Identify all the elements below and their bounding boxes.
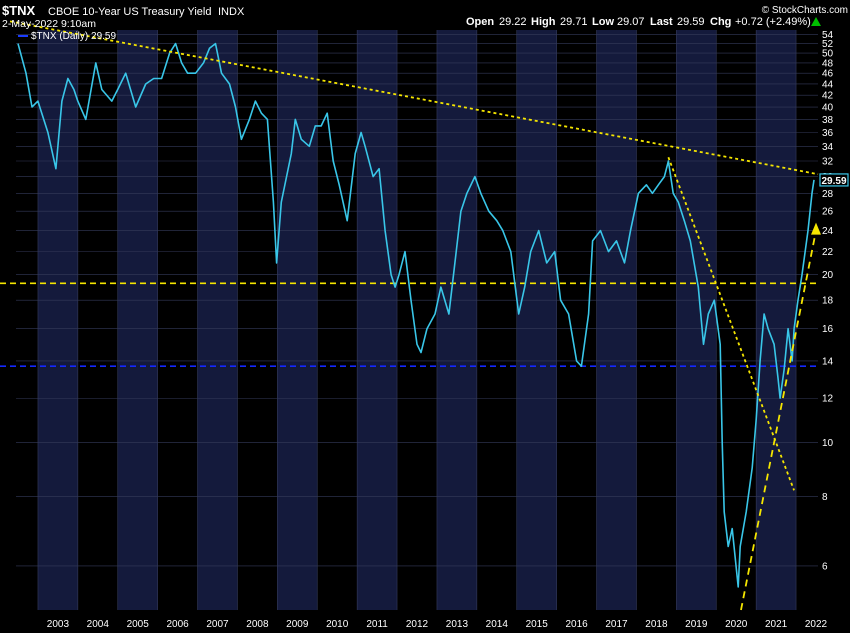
last-value: 29.59 (677, 16, 705, 28)
exchange: INDX (218, 6, 245, 18)
y-tick-label: 8 (822, 492, 828, 503)
x-tick-label: 2005 (127, 619, 150, 630)
year-band (436, 30, 477, 610)
symbol: $TNX (2, 3, 36, 18)
trend-line (9, 20, 819, 176)
y-tick-label: 34 (822, 142, 834, 153)
x-tick-label: 2010 (326, 619, 349, 630)
y-tick-label: 10 (822, 438, 834, 449)
price-line (17, 42, 815, 588)
year-band (516, 30, 557, 610)
x-tick-label: 2003 (47, 619, 70, 630)
year-band (117, 30, 158, 610)
y-tick-label: 22 (822, 247, 834, 258)
open-label: Open (466, 16, 494, 28)
year-band (676, 30, 717, 610)
y-tick-label: 36 (822, 128, 834, 139)
trend-line (667, 156, 795, 491)
x-tick-label: 2021 (765, 619, 788, 630)
change-up-arrow-icon (811, 17, 821, 26)
y-tick-label: 32 (822, 157, 834, 168)
y-tick-label: 6 (822, 561, 828, 572)
date-time: 2-May-2022 9:10am (2, 18, 96, 30)
y-tick-label: 12 (822, 394, 834, 405)
year-band (37, 30, 78, 610)
high-label: High (531, 16, 556, 28)
x-tick-label: 2006 (166, 619, 189, 630)
chg-label: Chg (710, 16, 731, 28)
low-label: Low (592, 16, 614, 28)
x-tick-label: 2018 (645, 619, 668, 630)
watermark: © StockCharts.com (762, 5, 848, 16)
legend-label: $TNX (Daily) 29.59 (31, 31, 116, 42)
year-band (756, 30, 797, 610)
open-value: 29.22 (499, 16, 527, 28)
high-value: 29.71 (560, 16, 588, 28)
y-tick-label: 46 (822, 69, 834, 80)
x-tick-label: 2017 (605, 619, 628, 630)
y-tick-label: 38 (822, 115, 834, 126)
y-tick-label: 16 (822, 324, 834, 335)
trend-line (740, 230, 817, 611)
x-tick-label: 2015 (526, 619, 549, 630)
chg-value: +0.72 (+2.49%) (735, 16, 811, 28)
y-tick-label: 48 (822, 58, 834, 69)
y-tick-label: 18 (822, 296, 834, 307)
symbol-name: CBOE 10-Year US Treasury Yield (48, 6, 211, 18)
y-tick-label: 54 (822, 30, 834, 41)
x-tick-label: 2022 (805, 619, 828, 630)
x-tick-label: 2008 (246, 619, 269, 630)
x-tick-label: 2012 (406, 619, 429, 630)
low-value: 29.07 (617, 16, 645, 28)
trend-arrowhead (811, 222, 822, 235)
y-tick-label: 24 (822, 226, 834, 237)
last-label: Last (650, 16, 673, 28)
x-tick-label: 2009 (286, 619, 309, 630)
y-tick-label: 26 (822, 207, 834, 218)
y-tick-label: 44 (822, 79, 834, 90)
x-tick-label: 2016 (565, 619, 588, 630)
year-band (277, 30, 318, 610)
y-tick-label: 14 (822, 356, 834, 367)
x-tick-label: 2004 (87, 619, 110, 630)
x-tick-label: 2013 (446, 619, 469, 630)
x-tick-label: 2019 (685, 619, 708, 630)
x-tick-label: 2020 (725, 619, 748, 630)
y-tick-label: 50 (822, 49, 834, 60)
last-value-label: 29.59 (821, 176, 846, 187)
y-tick-label: 28 (822, 189, 834, 200)
year-band (197, 30, 238, 610)
year-band (596, 30, 637, 610)
x-tick-label: 2007 (206, 619, 229, 630)
x-tick-label: 2011 (366, 619, 388, 630)
last-value-box (819, 173, 849, 187)
x-tick-label: 2014 (486, 619, 509, 630)
y-tick-label: 40 (822, 103, 834, 114)
y-tick-label: 52 (822, 39, 834, 50)
ohlc-readout: Open 29.22 High 29.71 Low 29.07 Last 29.… (466, 16, 821, 28)
y-tick-label: 42 (822, 91, 834, 102)
y-tick-label: 20 (822, 270, 834, 281)
year-band (357, 30, 398, 610)
